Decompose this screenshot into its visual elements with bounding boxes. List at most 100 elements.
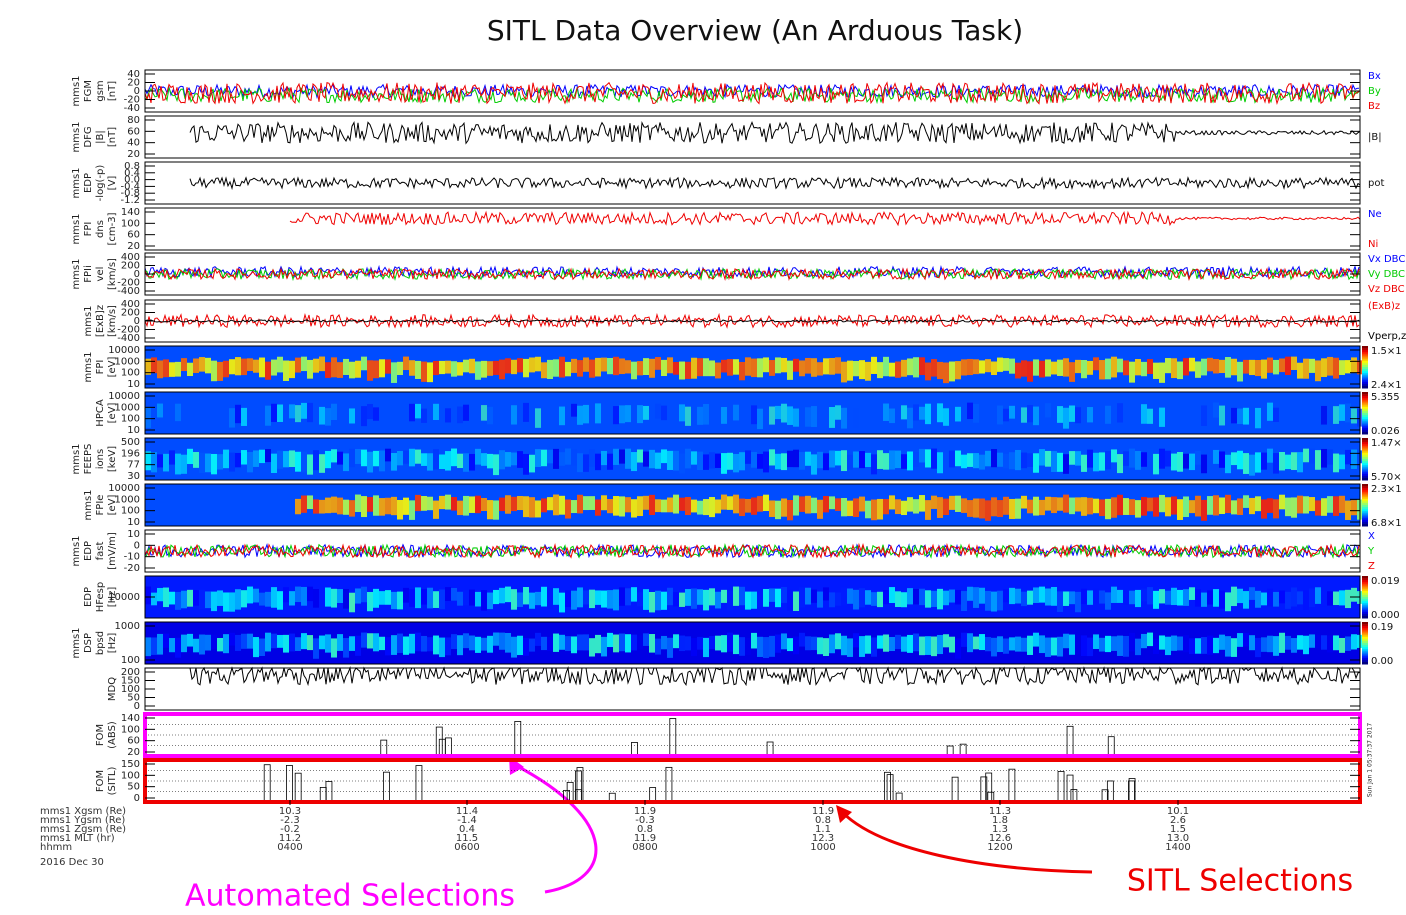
- spectrogram-band: [1075, 497, 1081, 512]
- colorbar: [1362, 475, 1368, 479]
- spectrogram-band: [331, 357, 337, 378]
- spectrogram-band: [601, 590, 607, 608]
- spectrogram-band: [313, 638, 319, 659]
- spectrogram-band: [361, 586, 367, 603]
- spectrogram-band: [331, 588, 337, 608]
- spectrogram-band: [415, 360, 421, 379]
- spectrogram-band: [295, 357, 301, 373]
- spectrogram-band: [931, 495, 937, 509]
- spectrogram-band: [607, 453, 613, 470]
- spectrogram-band: [1321, 405, 1327, 425]
- spectrogram-band: [949, 589, 955, 603]
- colorbar: [1362, 645, 1368, 648]
- spectrogram-band: [1189, 453, 1195, 471]
- spectrogram-band: [727, 452, 733, 470]
- spectrogram-band: [1123, 360, 1129, 376]
- colorbar: [1362, 358, 1368, 362]
- spectrogram-band: [145, 451, 151, 471]
- y-tick-label: 150: [121, 759, 140, 770]
- colorbar: [1362, 354, 1368, 357]
- fom-bar: [576, 767, 584, 803]
- spectrogram-band: [559, 356, 565, 378]
- spectrogram-band: [1207, 454, 1213, 473]
- spectrogram-band: [895, 499, 901, 515]
- spectrogram-band: [1249, 635, 1255, 651]
- spectrogram-band: [1339, 590, 1345, 606]
- colorbar: [1362, 456, 1368, 460]
- spectrogram-band: [673, 361, 679, 375]
- spectrogram-band: [919, 636, 925, 656]
- spectrogram-band: [1087, 449, 1093, 468]
- spectrogram-band: [757, 453, 763, 469]
- spectrogram-band: [349, 500, 355, 517]
- spectrogram-band: [175, 403, 181, 422]
- colorbar: [1362, 352, 1368, 355]
- spectrogram-band: [1069, 451, 1075, 465]
- spectrogram-band: [637, 449, 643, 463]
- spectrogram-band: [1021, 591, 1027, 607]
- spectrogram-band: [187, 633, 193, 647]
- spectrogram-band: [1255, 590, 1261, 608]
- spectrogram-band: [439, 637, 445, 658]
- colorbar: [1362, 381, 1368, 385]
- y-tick-label: 10: [127, 425, 140, 436]
- spectrogram-band: [229, 359, 235, 375]
- spectrogram-band: [715, 453, 721, 468]
- spectrogram-band: [205, 634, 211, 651]
- spectrogram-band: [241, 358, 247, 376]
- spectrogram-band: [247, 358, 253, 371]
- spectrogram-band: [1045, 496, 1051, 511]
- colorbar: [1362, 586, 1368, 590]
- spectrogram-band: [1297, 362, 1303, 379]
- legend-entry: 0.19: [1371, 622, 1393, 633]
- y-tick-label: 140: [121, 207, 140, 218]
- spectrogram-band: [787, 450, 793, 468]
- legend-entry: Vperp,z: [1368, 331, 1406, 342]
- spectrogram-band: [985, 636, 991, 652]
- spectrogram-band: [835, 357, 841, 374]
- spectrogram-band: [967, 586, 973, 601]
- spectrogram-band: [1279, 451, 1285, 471]
- spectrogram-band: [943, 362, 949, 384]
- spectrogram-band: [163, 633, 169, 648]
- spectrogram-band: [511, 636, 517, 658]
- spectrogram-band: [733, 453, 739, 473]
- spectrogram-band: [283, 587, 289, 603]
- spectrogram-band: [943, 634, 949, 648]
- spectrogram-band: [1117, 403, 1123, 423]
- colorbar: [1362, 496, 1368, 500]
- spectrogram-band: [1255, 637, 1261, 658]
- spectrogram-band: [1351, 587, 1357, 602]
- spectrogram-band: [769, 500, 775, 517]
- spectrogram-band: [619, 633, 625, 652]
- spectrogram-band: [265, 361, 271, 380]
- spectrogram-band: [175, 637, 181, 658]
- panel-frame: [143, 758, 1362, 804]
- panel-label: EDP: [83, 173, 94, 193]
- spectrogram-band: [253, 637, 259, 658]
- spectrogram-band: [553, 494, 559, 516]
- spectrogram-band: [445, 408, 451, 423]
- spectrogram-band: [901, 592, 907, 608]
- spectrogram-band: [1243, 407, 1249, 425]
- panel-frame: [144, 207, 1361, 251]
- y-tick-label: 100: [121, 414, 140, 425]
- spectrogram-band: [277, 634, 283, 648]
- spectrogram-band: [757, 358, 763, 378]
- spectrogram-band: [1219, 497, 1225, 515]
- y-tick-label: -0.8: [120, 188, 140, 199]
- spectrogram-band: [991, 591, 997, 612]
- spectrogram-band: [217, 637, 223, 652]
- colorbar: [1362, 490, 1368, 493]
- panel-label: FPI: [95, 360, 106, 375]
- spectrogram-band: [427, 453, 433, 471]
- spectrogram-band: [817, 362, 823, 376]
- spectrogram-band: [337, 497, 343, 515]
- spectrogram-band: [493, 500, 499, 520]
- spectrogram-band: [319, 499, 325, 514]
- spectrogram-band: [559, 634, 565, 650]
- spectrogram-band: [1003, 496, 1009, 515]
- spectrogram-band: [1027, 361, 1033, 382]
- orbit-value: 1200: [987, 842, 1012, 853]
- spectrogram-band: [613, 496, 619, 516]
